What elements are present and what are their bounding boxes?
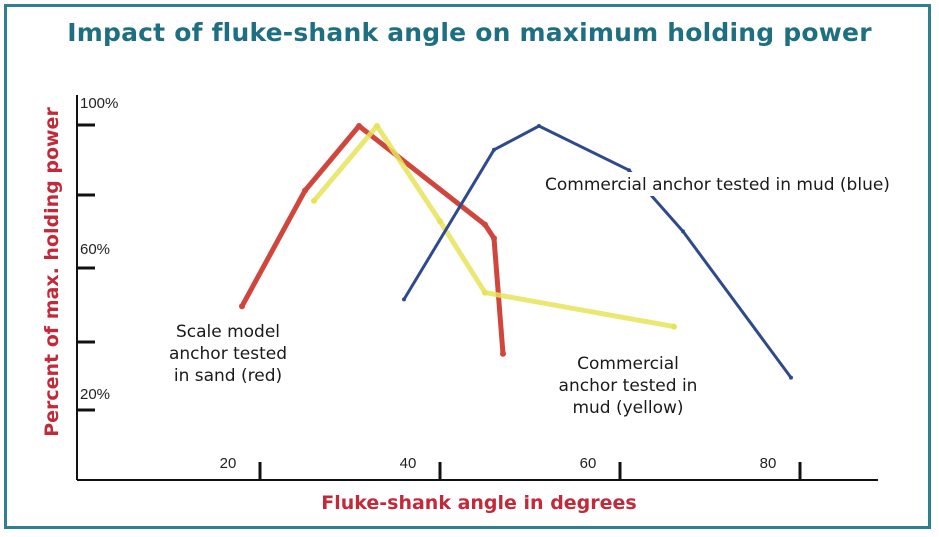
- data-point-2-2: [537, 124, 541, 128]
- data-point-0-2: [356, 123, 362, 129]
- data-point-0-4: [491, 235, 497, 242]
- data-point-2-0: [402, 297, 406, 302]
- data-point-2-3: [627, 168, 631, 173]
- annotation-1-line-0: Scale model: [176, 322, 280, 342]
- data-point-0-1: [302, 187, 308, 194]
- annotation-1-line-2: in sand (red): [174, 366, 282, 386]
- data-point-0-0: [239, 303, 245, 310]
- data-point-0-5: [500, 350, 506, 357]
- annotation-2-line-0: Commercial: [577, 354, 679, 374]
- data-point-1-2: [437, 218, 443, 225]
- data-point-1-0: [311, 197, 317, 204]
- y-tick-label-2: 20%: [80, 386, 110, 403]
- x-tick-label-1: 40: [400, 455, 417, 472]
- series-line-0: [239, 123, 506, 357]
- data-point-2-5: [789, 375, 793, 380]
- x-tick-label-2: 60: [580, 455, 597, 472]
- annotation-2-line-2: mud (yellow): [572, 398, 683, 418]
- x-axis-title: Fluke-shank angle in degrees: [321, 492, 637, 514]
- y-axis-title: Percent of max. holding power: [41, 107, 63, 437]
- y-tick-label-1: 60%: [80, 241, 110, 258]
- chart-title: Impact of fluke-shank angle on maximum h…: [67, 18, 872, 47]
- chart-labels: Commercial anchor tested in mud (blue) Sc…: [41, 107, 890, 514]
- series-line-2: [402, 124, 793, 380]
- annotation-0-line-0: Commercial anchor tested in mud (blue): [545, 175, 890, 195]
- data-point-1-3: [482, 289, 488, 296]
- chart-series: [239, 123, 793, 380]
- chart-axes: 20 40 60 80 100% 60% 20%: [76, 95, 878, 481]
- x-tick-label-0: 20: [220, 455, 237, 472]
- annotation-2-line-1: anchor tested in: [559, 376, 698, 396]
- annotation-1-line-1: anchor tested: [169, 344, 287, 364]
- data-point-1-1: [374, 123, 380, 129]
- data-point-2-4: [681, 229, 685, 234]
- data-point-0-3: [482, 221, 488, 228]
- y-tick-label-0: 100%: [80, 95, 118, 112]
- data-point-1-4: [671, 323, 677, 330]
- annotation-bg-0: [541, 172, 887, 196]
- data-point-2-1: [492, 147, 496, 152]
- x-tick-label-3: 80: [760, 455, 777, 472]
- series-line-1: [311, 123, 677, 330]
